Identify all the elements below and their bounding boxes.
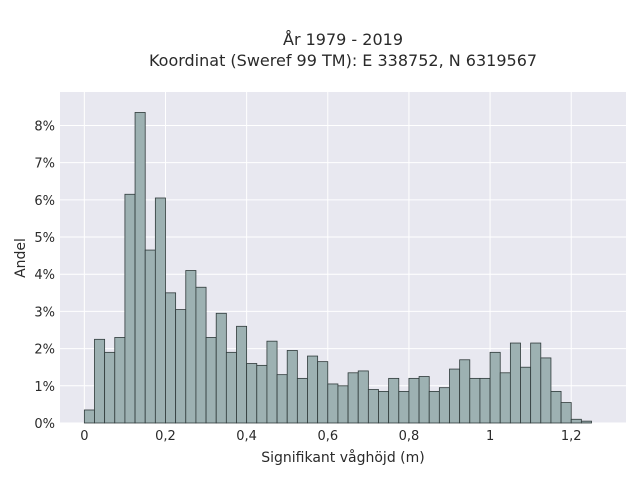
histogram-bar-1: [94, 338, 106, 424]
histogram-bar-32: [408, 377, 420, 424]
histogram-bar-37: [459, 359, 471, 424]
histogram-bar-16: [246, 363, 258, 424]
histogram-bar-26: [347, 372, 359, 424]
histogram-bar-19: [276, 374, 288, 424]
histogram-bar-43: [520, 366, 532, 424]
histogram-bar-6: [144, 249, 156, 424]
y-tick-label-3: 3%: [34, 305, 55, 320]
x-tick-label-0: 0: [80, 429, 88, 444]
histogram-bar-34: [428, 390, 440, 424]
histogram-bar-28: [367, 389, 379, 424]
histogram-bar-38: [469, 377, 481, 424]
x-tick-label-4: 0,8: [399, 429, 420, 444]
x-tick-label-2: 0,4: [236, 429, 257, 444]
histogram-bar-3: [114, 337, 126, 424]
histogram-bar-48: [570, 418, 582, 424]
bars: [83, 112, 592, 424]
histogram-bar-0: [83, 409, 95, 424]
histogram-bar-25: [337, 385, 349, 424]
histogram-bar-27: [357, 370, 369, 424]
histogram-bar-29: [378, 390, 390, 424]
histogram-bar-11: [195, 286, 207, 424]
histogram-bar-31: [398, 390, 410, 424]
histogram-bar-30: [388, 377, 400, 424]
histogram-bar-21: [296, 377, 308, 424]
histogram-bar-15: [236, 325, 248, 424]
y-tick-label-7: 7%: [34, 157, 55, 172]
y-tick-label-6: 6%: [34, 194, 55, 209]
histogram-bar-7: [154, 197, 166, 424]
histogram-bar-24: [327, 383, 339, 424]
histogram-bar-45: [540, 357, 552, 424]
y-tick-label-0: 0%: [34, 417, 55, 432]
y-tick-label-4: 4%: [34, 268, 55, 283]
histogram-bar-42: [509, 342, 521, 424]
histogram-bar-41: [499, 372, 511, 424]
histogram-bar-9: [175, 309, 187, 424]
histogram-bar-47: [560, 402, 572, 424]
x-tick-label-1: 0,2: [155, 429, 176, 444]
histogram-bar-2: [104, 351, 116, 424]
histogram-bar-33: [418, 376, 430, 424]
y-tick-label-2: 2%: [34, 343, 55, 358]
histogram-bar-5: [134, 112, 146, 424]
histogram-bar-49: [580, 420, 592, 424]
histogram-bar-36: [449, 368, 461, 424]
histogram-bar-44: [530, 342, 542, 424]
histogram-bar-40: [489, 351, 501, 424]
x-axis-label: Signifikant våghöjd (m): [261, 449, 424, 466]
x-tick-label-3: 0,6: [317, 429, 338, 444]
histogram-bar-35: [438, 387, 450, 424]
histogram-bar-20: [286, 350, 298, 424]
histogram-bar-46: [550, 390, 562, 424]
histogram-bar-22: [307, 355, 319, 424]
chart-title: År 1979 - 2019: [283, 30, 403, 49]
histogram-bar-18: [266, 340, 278, 424]
histogram-bar-17: [256, 364, 268, 424]
histogram-bar-39: [479, 377, 491, 424]
histogram-bar-23: [317, 361, 329, 424]
y-tick-label-1: 1%: [34, 380, 55, 395]
x-axis-ticks: 0 0,2 0,4 0,6 0,8 1 1,2: [80, 429, 581, 444]
histogram-bar-10: [185, 270, 197, 424]
x-tick-label-5: 1: [486, 429, 494, 444]
histogram-bar-14: [225, 351, 237, 424]
chart-subtitle: Koordinat (Sweref 99 TM): E 338752, N 63…: [149, 51, 537, 70]
y-tick-label-5: 5%: [34, 231, 55, 246]
histogram-bar-12: [205, 337, 217, 424]
histogram-bar-4: [124, 193, 136, 424]
y-axis-label: Andel: [13, 238, 29, 278]
histogram-bar-8: [165, 292, 177, 424]
y-tick-label-8: 8%: [34, 119, 55, 134]
x-tick-label-6: 1,2: [561, 429, 582, 444]
histogram-bar-13: [215, 312, 227, 424]
y-axis-ticks: 0% 1% 2% 3% 4% 5% 6% 7% 8%: [34, 119, 55, 432]
